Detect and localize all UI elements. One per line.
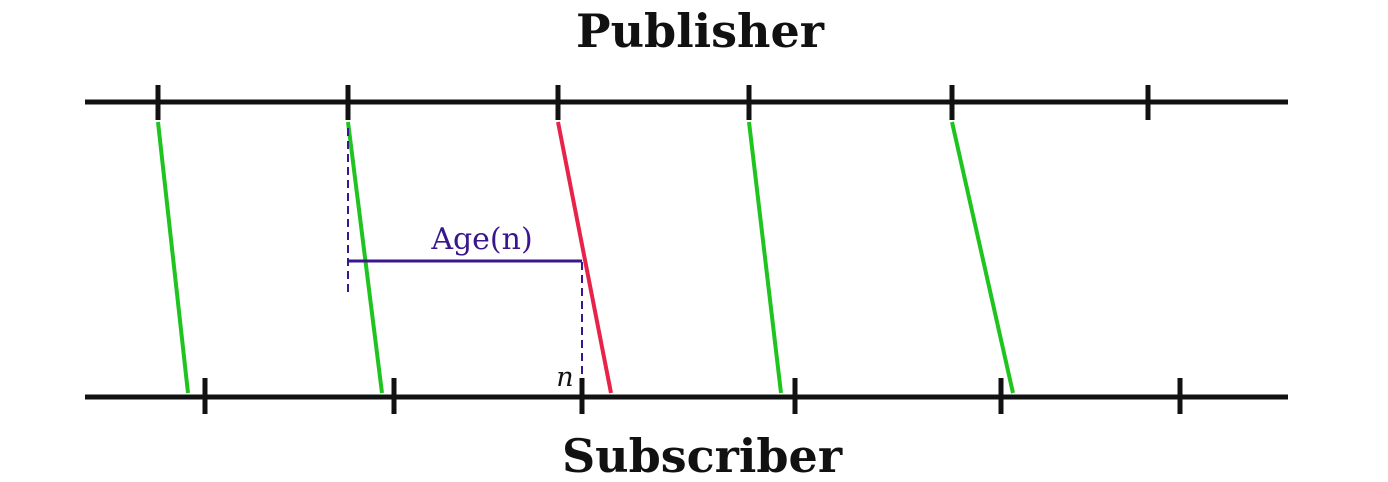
age-label: Age(n) (430, 222, 532, 257)
on-time-message-line (950, 121, 1015, 394)
subscriber-ticks (202, 378, 1183, 414)
on-time-message-line (156, 121, 190, 394)
subscriber-label: Subscriber (562, 429, 843, 482)
message-lines (156, 121, 1015, 394)
n-label: n (556, 362, 573, 393)
publisher-label: Publisher (576, 4, 825, 58)
age-annotation: Age(n) (347, 128, 583, 390)
on-time-message-line (747, 121, 783, 394)
on-time-message-line (346, 121, 384, 394)
publisher-ticks (155, 85, 1151, 120)
late-message-line (556, 121, 613, 394)
